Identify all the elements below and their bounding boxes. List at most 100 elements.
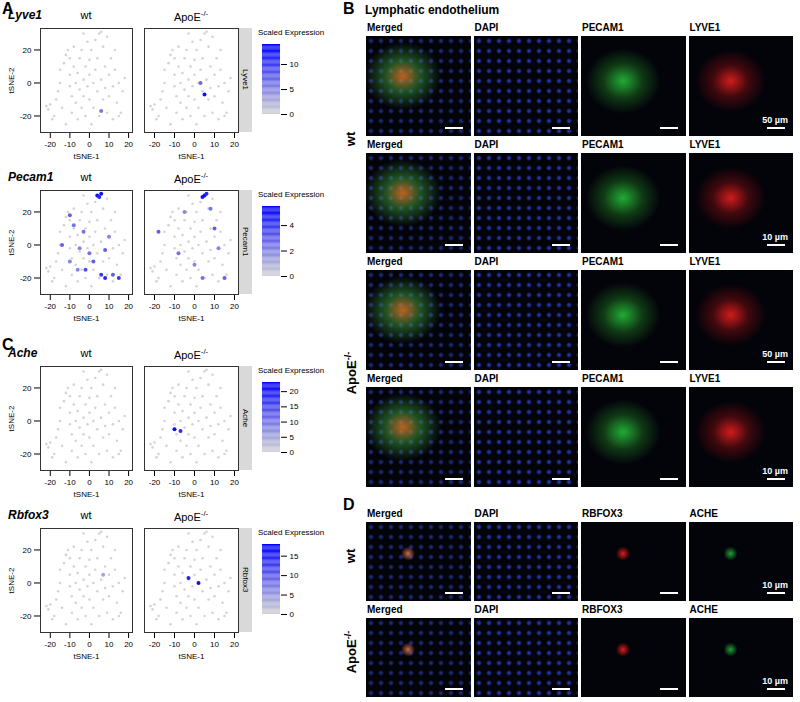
svg-text:-20: -20	[149, 140, 161, 149]
svg-text:0: 0	[290, 272, 295, 280]
svg-text:0: 0	[87, 478, 92, 487]
html-text:wt: wt	[80, 509, 92, 521]
svg-text:tSNE-1: tSNE-1	[179, 652, 205, 661]
svg-text:tSNE-1: tSNE-1	[179, 152, 205, 161]
html-text:wt: wt	[80, 347, 92, 359]
svg-text:0: 0	[290, 448, 295, 456]
svg-text:-20: -20	[149, 640, 161, 649]
svg-text:20: 20	[23, 384, 32, 393]
svg-text:0: 0	[87, 640, 92, 649]
svg-text:10: 10	[290, 60, 299, 69]
svg-text:-20: -20	[45, 478, 57, 487]
svg-text:0: 0	[27, 579, 32, 588]
svg-text:-20: -20	[20, 450, 32, 459]
svg-text:10: 10	[105, 302, 114, 311]
svg-text:-10: -10	[169, 640, 181, 649]
svg-text:10: 10	[290, 418, 299, 427]
svg-text:tSNE-2: tSNE-2	[7, 405, 16, 431]
svg-text:-20: -20	[20, 274, 32, 283]
html-text:ApoE-/-: ApoE-/-	[173, 347, 209, 361]
html-text:Lyve1: Lyve1	[8, 8, 42, 22]
svg-text:20: 20	[230, 478, 239, 487]
svg-text:20: 20	[230, 640, 239, 649]
html-text:ApoE-/-: ApoE-/-	[173, 9, 209, 23]
svg-text:-20: -20	[45, 140, 57, 149]
svg-text:0: 0	[27, 241, 32, 250]
svg-text:0: 0	[192, 640, 197, 649]
svg-text:2: 2	[290, 247, 295, 256]
svg-text:0: 0	[192, 478, 197, 487]
svg-text:0: 0	[290, 110, 295, 118]
svg-text:tSNE-1: tSNE-1	[74, 152, 100, 161]
svg-text:20: 20	[124, 478, 133, 487]
svg-text:0: 0	[87, 140, 92, 149]
svg-text:20: 20	[230, 302, 239, 311]
svg-text:-10: -10	[169, 478, 181, 487]
svg-text:-20: -20	[20, 112, 32, 121]
svg-text:10: 10	[290, 571, 299, 580]
svg-text:tSNE-1: tSNE-1	[179, 314, 205, 323]
svg-text:-10: -10	[64, 140, 76, 149]
svg-text:20: 20	[124, 640, 133, 649]
svg-text:tSNE-2: tSNE-2	[7, 229, 16, 255]
svg-text:tSNE-1: tSNE-1	[74, 652, 100, 661]
html-text:wt: wt	[80, 171, 92, 183]
svg-text:-20: -20	[45, 640, 57, 649]
svg-text:-10: -10	[169, 140, 181, 149]
svg-text:-10: -10	[64, 302, 76, 311]
svg-text:0: 0	[87, 302, 92, 311]
svg-text:15: 15	[290, 552, 299, 561]
svg-text:15: 15	[290, 402, 299, 411]
svg-text:tSNE-1: tSNE-1	[179, 490, 205, 499]
html-text:ApoE: ApoE	[344, 639, 360, 674]
html-text:Rbfox3: Rbfox3	[8, 508, 49, 522]
html-text:wt: wt	[343, 131, 358, 147]
svg-text:0: 0	[290, 610, 295, 618]
svg-text:20: 20	[23, 46, 32, 55]
html-text:Pecam1: Pecam1	[8, 170, 54, 184]
svg-text:5: 5	[290, 591, 295, 600]
svg-text:tSNE-1: tSNE-1	[74, 490, 100, 499]
html-text:wt: wt	[343, 548, 358, 564]
svg-text:tSNE-2: tSNE-2	[7, 67, 16, 93]
html-text:Ache: Ache	[8, 346, 38, 360]
svg-text:-20: -20	[149, 478, 161, 487]
html-text:C: C	[2, 336, 14, 353]
svg-text:10: 10	[210, 140, 219, 149]
svg-text:-10: -10	[64, 478, 76, 487]
svg-text:20: 20	[23, 208, 32, 217]
svg-text:20: 20	[230, 140, 239, 149]
svg-text:5: 5	[290, 433, 295, 442]
svg-text:0: 0	[27, 417, 32, 426]
svg-text:tSNE-2: tSNE-2	[7, 567, 16, 593]
svg-text:-20: -20	[149, 302, 161, 311]
svg-text:4: 4	[290, 221, 295, 230]
html-text:ApoE: ApoE	[344, 360, 360, 395]
svg-text:20: 20	[124, 302, 133, 311]
svg-text:10: 10	[105, 478, 114, 487]
svg-text:10: 10	[210, 302, 219, 311]
svg-text:0: 0	[192, 302, 197, 311]
svg-text:20: 20	[23, 546, 32, 555]
svg-text:-10: -10	[64, 640, 76, 649]
svg-text:-20: -20	[45, 302, 57, 311]
svg-text:0: 0	[27, 79, 32, 88]
svg-text:-10: -10	[169, 302, 181, 311]
html-text:ApoE-/-: ApoE-/-	[173, 509, 209, 523]
svg-text:10: 10	[210, 478, 219, 487]
html-text:A: A	[2, 0, 14, 17]
html-text:wt: wt	[80, 9, 92, 21]
svg-text:5: 5	[290, 85, 295, 94]
html-text:Lymphatic endothelium: Lymphatic endothelium	[365, 3, 500, 17]
svg-text:10: 10	[210, 640, 219, 649]
svg-text:20: 20	[290, 387, 299, 396]
svg-text:-20: -20	[20, 612, 32, 621]
html-text:ApoE-/-: ApoE-/-	[173, 171, 209, 185]
svg-text:tSNE-1: tSNE-1	[74, 314, 100, 323]
svg-text:10: 10	[105, 640, 114, 649]
html-text:B: B	[343, 0, 355, 17]
svg-text:20: 20	[124, 140, 133, 149]
svg-text:10: 10	[105, 140, 114, 149]
svg-text:0: 0	[192, 140, 197, 149]
html-text:D: D	[343, 496, 355, 513]
